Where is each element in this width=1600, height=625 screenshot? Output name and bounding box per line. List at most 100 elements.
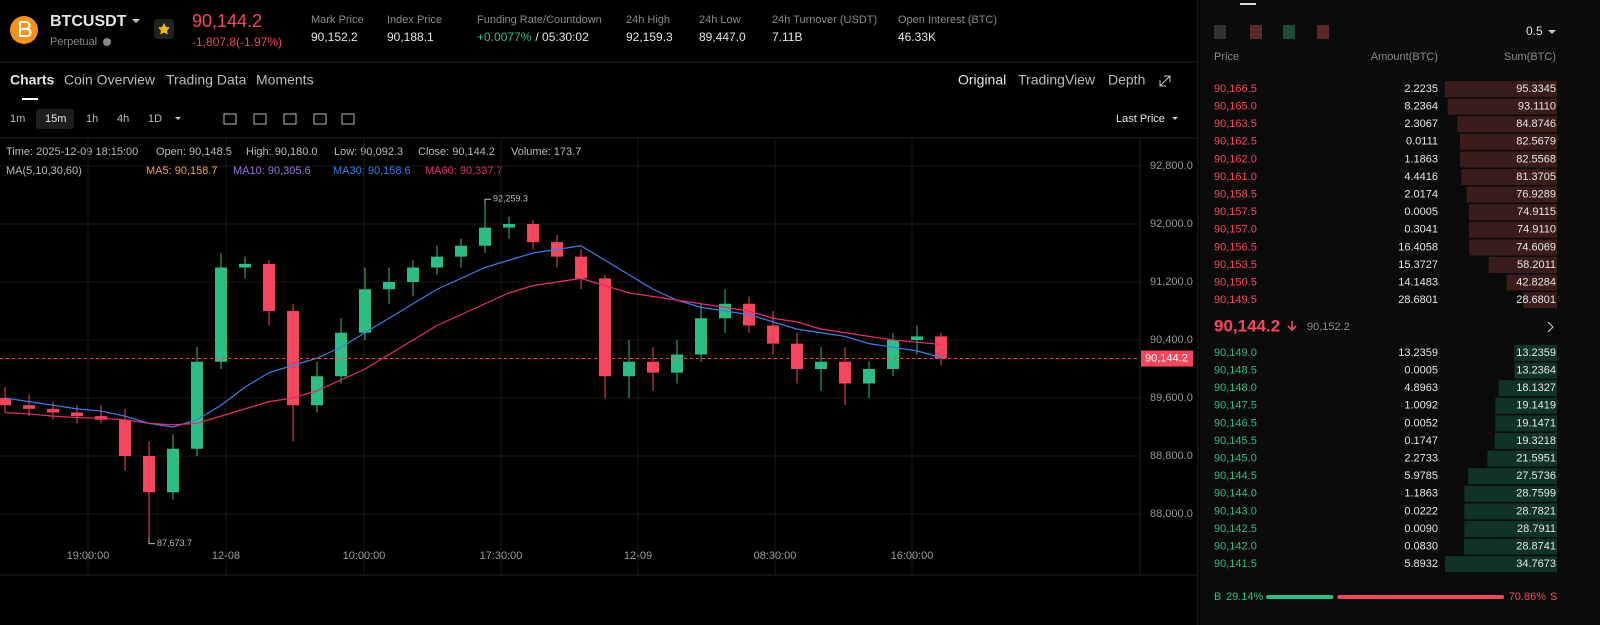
order-price[interactable]: 90,149.5 xyxy=(1214,294,1257,306)
order-price[interactable]: 90,142.5 xyxy=(1214,523,1257,535)
order-price[interactable]: 90,145.5 xyxy=(1214,435,1257,447)
order-sum: 42.8284 xyxy=(1516,277,1556,289)
stat-label: Open Interest (BTC) xyxy=(898,14,997,26)
tab[interactable]: Charts xyxy=(10,72,55,88)
candle-body xyxy=(791,343,803,369)
order-price[interactable]: 90,161.0 xyxy=(1214,171,1257,183)
order-price[interactable]: 90,150.5 xyxy=(1214,277,1257,289)
fullscreen-icon[interactable] xyxy=(1159,75,1171,87)
order-amount: 0.0222 xyxy=(1404,505,1438,517)
tab[interactable]: Trading Data xyxy=(166,72,247,88)
dropdown-icon[interactable] xyxy=(1548,30,1556,34)
layout-icon[interactable] xyxy=(1250,25,1262,39)
annotation-marker xyxy=(148,537,155,545)
layout-icon[interactable] xyxy=(1214,25,1226,39)
depth-bar xyxy=(1488,257,1557,273)
order-price[interactable]: 90,142.0 xyxy=(1214,541,1257,553)
order-price[interactable]: 90,153.5 xyxy=(1214,259,1257,271)
tab[interactable]: Coin Overview xyxy=(64,72,156,88)
order-amount: 1.0092 xyxy=(1404,400,1438,412)
order-price[interactable]: 90,156.5 xyxy=(1214,241,1257,253)
order-price[interactable]: 90,144.5 xyxy=(1214,470,1257,482)
order-price[interactable]: 90,157.0 xyxy=(1214,224,1257,236)
last-price-label: 90,144.2 xyxy=(1145,352,1188,364)
order-price[interactable]: 90,141.5 xyxy=(1214,558,1257,570)
tool-icon[interactable] xyxy=(283,113,297,125)
candle-body xyxy=(479,227,491,246)
depth-bar xyxy=(1514,362,1557,379)
tool-icon[interactable] xyxy=(313,113,327,125)
interval[interactable]: 1D xyxy=(148,113,162,125)
interval[interactable]: 15m xyxy=(45,113,66,125)
chevron[interactable] xyxy=(1547,321,1554,333)
dropdown-icon[interactable] xyxy=(132,19,140,23)
order-price[interactable]: 90,162.5 xyxy=(1214,136,1257,148)
order-price[interactable]: 90,148.0 xyxy=(1214,382,1257,394)
dropdown-icon[interactable] xyxy=(1172,117,1178,120)
order-amount: 0.1747 xyxy=(1404,435,1438,447)
mid-price: 90,144.2 xyxy=(1214,316,1280,335)
depth-bar xyxy=(1494,433,1557,449)
order-amount: 28.6801 xyxy=(1398,294,1438,306)
depth-step[interactable]: 0.5 xyxy=(1526,24,1543,38)
order-price[interactable]: 90,144.0 xyxy=(1214,488,1257,500)
candle-body xyxy=(239,263,251,268)
tool-icon[interactable] xyxy=(223,113,237,125)
info-icon[interactable] xyxy=(103,38,111,46)
order-sum: 18.1327 xyxy=(1516,382,1556,394)
candle-body xyxy=(431,256,443,268)
interval-selected xyxy=(36,109,74,129)
price-change: -1,807.8(-1.97%) xyxy=(192,35,282,49)
candle-body xyxy=(143,456,155,493)
order-sum: 34.7673 xyxy=(1516,558,1556,570)
order-price[interactable]: 90,147.5 xyxy=(1214,400,1257,412)
interval[interactable]: 1h xyxy=(86,113,98,125)
order-amount: 2.3067 xyxy=(1404,118,1438,130)
order-sum: 21.5951 xyxy=(1516,453,1556,465)
order-price[interactable]: 90,158.5 xyxy=(1214,189,1257,201)
order-amount: 13.2359 xyxy=(1398,347,1438,359)
order-price[interactable]: 90,166.5 xyxy=(1214,83,1257,95)
symbol[interactable]: BTCUSDT xyxy=(50,13,127,30)
tool-icon[interactable] xyxy=(341,113,355,125)
stat-value: 92,159.3 xyxy=(626,30,673,44)
depth-bar xyxy=(1464,521,1557,537)
interval[interactable]: 4h xyxy=(117,113,129,125)
star-icon[interactable] xyxy=(158,23,170,35)
order-price[interactable]: 90,165.0 xyxy=(1214,101,1257,113)
order-price[interactable]: 90,163.5 xyxy=(1214,118,1257,130)
x-tick-label: 12-08 xyxy=(212,550,240,562)
order-price[interactable]: 90,157.5 xyxy=(1214,206,1257,218)
order-price[interactable]: 90,145.0 xyxy=(1214,453,1257,465)
tab[interactable]: Moments xyxy=(256,72,314,88)
order-price[interactable]: 90,162.0 xyxy=(1214,153,1257,165)
candle-body xyxy=(887,340,899,369)
column-header: Amount(BTC) xyxy=(1371,51,1438,63)
candle-body xyxy=(503,224,515,228)
order-price[interactable]: 90,146.5 xyxy=(1214,417,1257,429)
tool-icon[interactable] xyxy=(253,113,267,125)
order-price[interactable]: 90,148.5 xyxy=(1214,365,1257,377)
view-option[interactable]: Original xyxy=(958,72,1006,88)
order-sum: 95.3345 xyxy=(1516,83,1556,95)
view-option[interactable]: Depth xyxy=(1108,72,1145,88)
depth-bar xyxy=(1459,133,1557,150)
depth-bar xyxy=(1514,345,1557,361)
interval[interactable]: 1m xyxy=(10,113,25,125)
candle-body xyxy=(407,267,419,282)
stat-label: 24h High xyxy=(626,14,670,26)
order-sum: 28.7821 xyxy=(1516,505,1556,517)
dropdown-icon[interactable] xyxy=(175,117,181,120)
order-amount: 2.2235 xyxy=(1404,83,1438,95)
layout-icon[interactable] xyxy=(1317,25,1329,39)
order-amount: 5.9785 xyxy=(1404,470,1438,482)
order-amount: 14.1483 xyxy=(1398,277,1438,289)
candle-body xyxy=(71,412,83,417)
depth-bar xyxy=(1523,292,1557,309)
price-type[interactable]: Last Price xyxy=(1116,113,1165,125)
order-price[interactable]: 90,149.0 xyxy=(1214,347,1257,359)
view-option[interactable]: TradingView xyxy=(1018,72,1096,88)
stat-value: 90,152.2 xyxy=(311,30,358,44)
layout-icon[interactable] xyxy=(1283,25,1295,39)
order-price[interactable]: 90,143.0 xyxy=(1214,505,1257,517)
